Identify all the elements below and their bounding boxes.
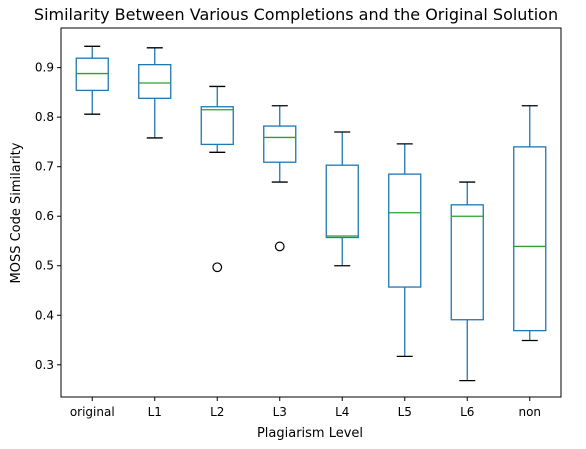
x-tick-label-L2: L2 [210,405,224,419]
y-tick-label-2: 0.5 [35,259,54,273]
x-tick-label-L4: L4 [335,405,349,419]
box-L1 [138,64,172,99]
y-tick-label-0: 0.3 [35,358,54,372]
x-tick-label-original: original [70,405,115,419]
box-L5 [388,173,422,288]
y-tick-label-4: 0.7 [35,160,54,174]
box-L6 [450,204,484,321]
box-original [75,57,109,92]
outlier-L3-0 [274,241,285,252]
box-L2 [200,106,234,146]
box-non [513,146,547,332]
x-tick-label-L6: L6 [460,405,474,419]
box-group-original [75,45,109,115]
box-L4 [325,164,359,239]
plot-frame [60,27,562,398]
x-tick-label-L5: L5 [398,405,412,419]
box-L3 [263,125,297,163]
y-tick-label-6: 0.9 [35,61,54,75]
x-axis-label: Plagiarism Level [257,426,363,441]
axes-layer: 0.3 0.4 0.5 0.6 0.7 0.8 0.9 original L1 L2 L3 L4 L5 L… [35,27,562,419]
plot-layer [75,45,547,382]
y-axis-label: MOSS Code Similarity [9,142,24,283]
chart-title: Similarity Between Various Completions a… [34,5,558,24]
x-tick-label-L3: L3 [273,405,287,419]
y-tick-label-5: 0.8 [35,110,54,124]
box-group-L1 [138,47,172,139]
box-group-L2 [200,85,234,273]
box-group-L6 [450,181,484,382]
box-group-L5 [388,143,422,358]
y-tick-label-3: 0.6 [35,209,54,223]
box-group-L4 [325,131,359,267]
box-group-non [513,105,547,342]
x-tick-label-L1: L1 [148,405,162,419]
outlier-L2-0 [212,262,223,273]
box-group-L3 [263,105,297,252]
x-tick-label-non: non [518,405,541,419]
y-tick-label-1: 0.4 [35,308,54,322]
